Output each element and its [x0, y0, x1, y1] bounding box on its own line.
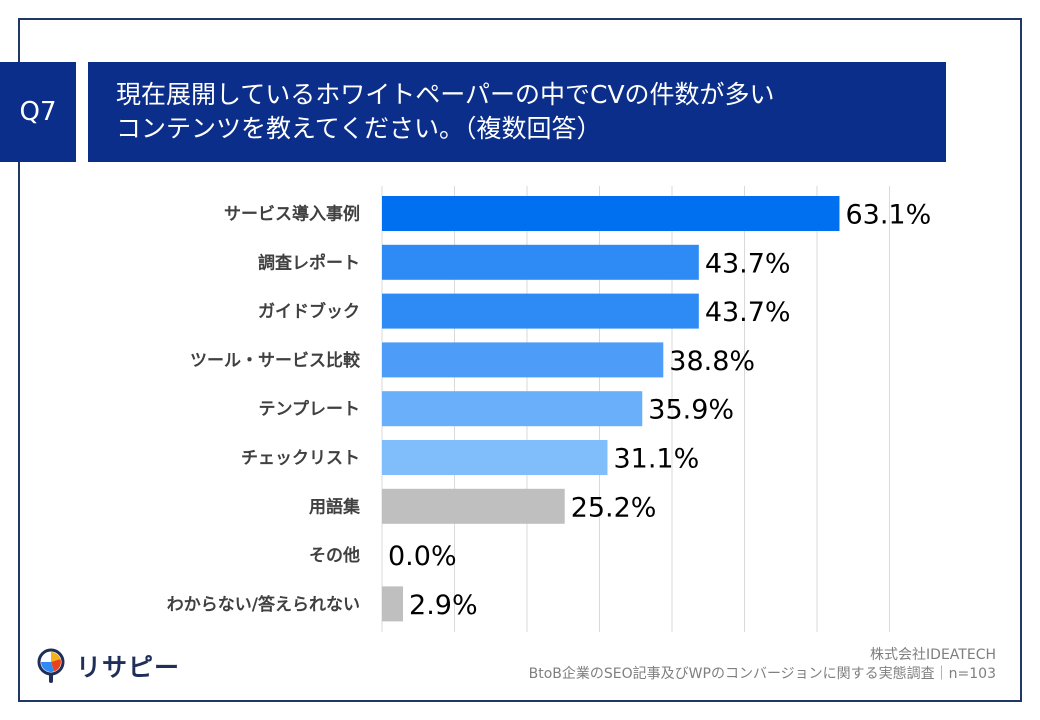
category-label: ガイドブック — [258, 301, 360, 322]
bar — [382, 293, 699, 329]
bar — [382, 342, 664, 378]
brand-logo-text: リサピー — [76, 653, 181, 682]
chart-frame — [18, 18, 1022, 702]
category-label: 調査レポート — [258, 252, 360, 273]
magnifier-pie-icon — [37, 648, 65, 683]
bar — [382, 586, 404, 622]
category-label: ツール・サービス比較 — [190, 350, 361, 371]
bar — [382, 440, 608, 475]
category-label: チェックリスト — [241, 449, 360, 469]
data-label: 25.2% — [571, 492, 657, 523]
category-label: わからない/答えられない — [167, 594, 360, 615]
survey-source: BtoB企業のSEO記事及びWPのコンバージョンに関する実態調査｜n=103 — [528, 666, 996, 682]
data-label: 0.0% — [388, 541, 457, 572]
data-label: 63.1% — [845, 200, 931, 231]
category-label: その他 — [309, 545, 360, 566]
brand-logo: リサピー — [36, 648, 180, 684]
bar — [382, 196, 840, 231]
data-label: 2.9% — [409, 590, 478, 621]
data-label: 35.9% — [648, 395, 734, 426]
data-label: 43.7% — [705, 297, 791, 328]
question-number-badge: Q7 — [0, 62, 76, 162]
data-label: 43.7% — [705, 248, 791, 279]
source-footer: 株式会社IDEATECH BtoB企業のSEO記事及びWPのコンバージョンに関す… — [529, 646, 996, 684]
category-label: 用語集 — [309, 496, 361, 517]
category-label: サービス導入事例 — [224, 204, 360, 225]
question-title-line-1: 現在展開しているホワイトペーパーの中でCVの件数が多い — [116, 80, 775, 109]
data-label: 31.1% — [613, 444, 699, 475]
question-title-banner: 現在展開しているホワイトペーパーの中でCVの件数が多い コンテンツを教えてくださ… — [88, 62, 946, 162]
category-label: テンプレート — [259, 399, 361, 420]
data-label: 38.8% — [669, 346, 755, 377]
company-name: 株式会社IDEATECH — [870, 647, 996, 663]
bar — [382, 488, 565, 524]
question-title-line-2: コンテンツを教えてください。（複数回答） — [116, 114, 602, 143]
bar — [382, 244, 699, 280]
bar — [382, 391, 643, 427]
